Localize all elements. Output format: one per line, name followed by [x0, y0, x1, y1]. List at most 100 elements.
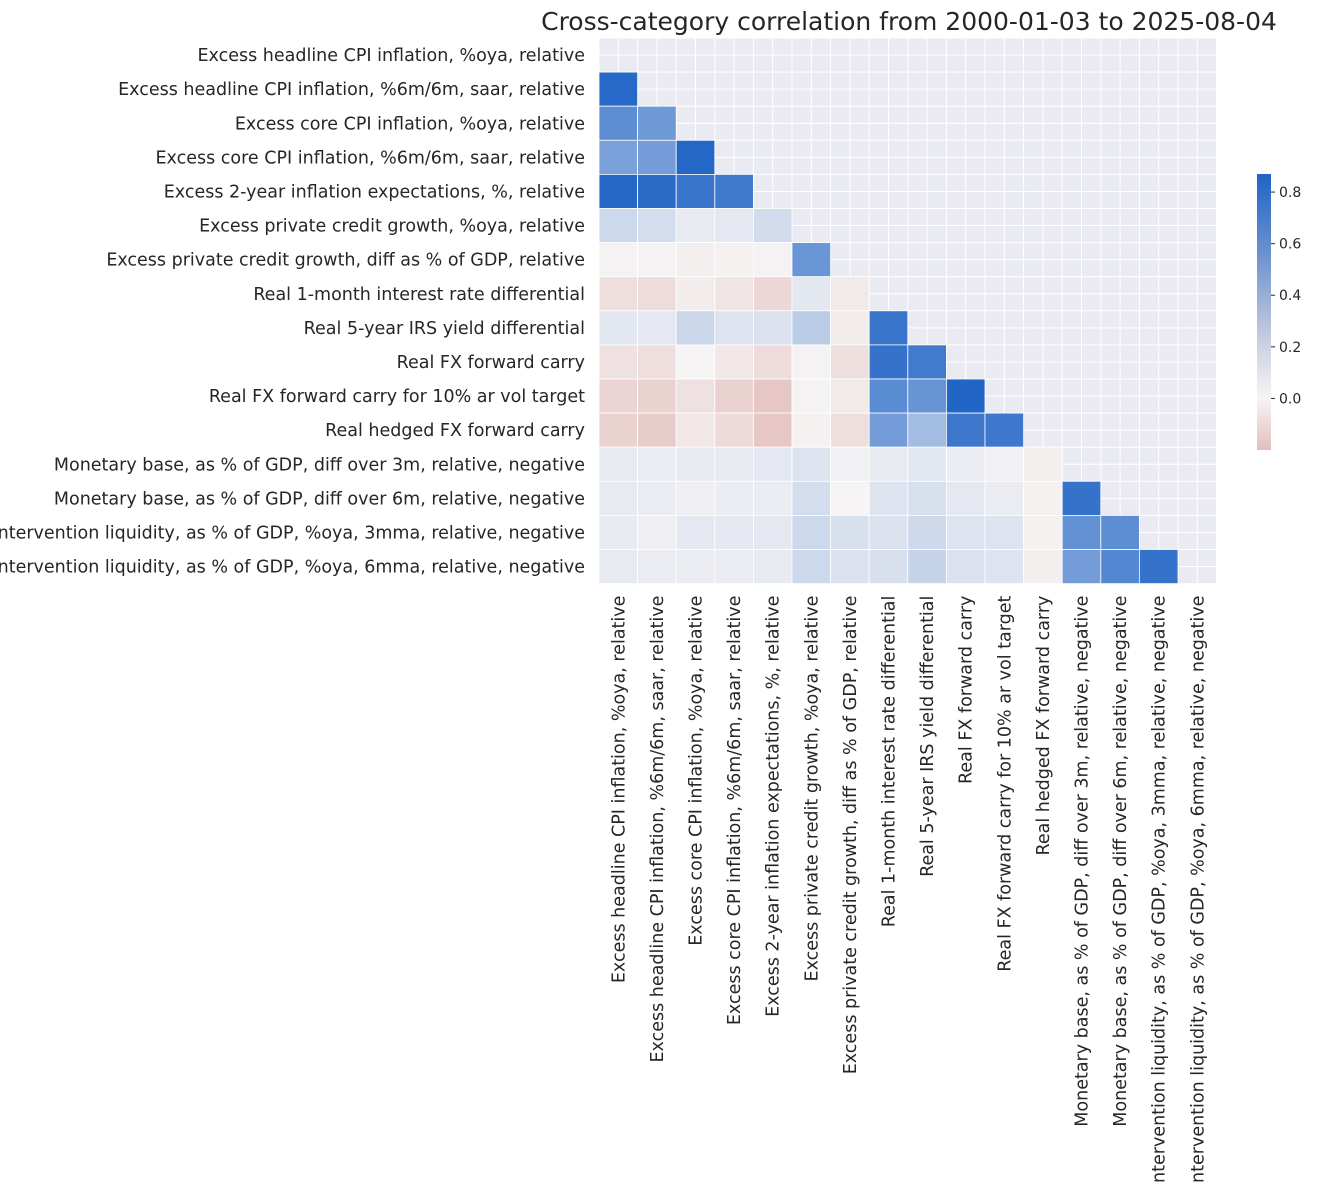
heatmap-cell-r13-c6: [830, 480, 870, 516]
heatmap-cell-r11-c9: [946, 412, 986, 448]
x-tick-label: Excess core CPI inflation, %oya, relativ…: [687, 596, 707, 946]
colorbar: 0.0 0.2 0.4 0.6 0.8: [1257, 174, 1301, 450]
heatmap-cell-r6-c5: [791, 242, 831, 278]
heatmap-plot-area: Excess headline CPI inflation, %oya, rel…: [0, 37, 1218, 1188]
heatmap-cell-r10-c3: [714, 378, 754, 414]
heatmap-cell-r9-c0: [598, 344, 638, 380]
heatmap-cell-r13-c2: [675, 480, 716, 516]
y-tick-label: Real hedged FX forward carry: [325, 421, 585, 441]
heatmap-cell-r9-c3: [714, 344, 754, 380]
x-tick-label: Real 1-month interest rate differential: [880, 596, 900, 928]
heatmap-cell-r12-c10: [984, 446, 1024, 482]
heatmap-cell-r14-c12: [1061, 515, 1102, 550]
heatmap-cell-r14-c9: [946, 515, 986, 550]
heatmap-cell-r12-c4: [753, 446, 793, 482]
y-tick-label: Monetary base, as % of GDP, diff over 3m…: [54, 455, 585, 475]
y-tick-label: Excess headline CPI inflation, %oya, rel…: [197, 46, 585, 66]
heatmap-cell-r15-c6: [830, 549, 870, 584]
heatmap-cell-r8-c0: [598, 310, 638, 346]
heatmap-cell-r3-c2: [675, 139, 716, 175]
heatmap-cell-r15-c3: [714, 549, 754, 584]
heatmap-cell-r6-c1: [637, 242, 677, 278]
heatmap-cell-r8-c1: [637, 310, 677, 346]
colorbar-gradient: [1257, 174, 1271, 450]
heatmap-cell-r12-c0: [598, 446, 638, 482]
y-tick-label: Excess headline CPI inflation, %6m/6m, s…: [118, 80, 585, 100]
heatmap-cell-r11-c7: [868, 412, 909, 448]
heatmap-cell-r13-c5: [791, 480, 831, 516]
heatmap-cell-r15-c10: [984, 549, 1024, 584]
x-tick-label: Excess private credit growth, %oya, rela…: [802, 596, 822, 982]
colorbar-tick-label: 0.2: [1279, 340, 1301, 356]
heatmap-cell-r7-c3: [714, 276, 754, 312]
heatmap-cell-r13-c3: [714, 480, 754, 516]
y-tick-labels: Excess headline CPI inflation, %oya, rel…: [0, 46, 585, 577]
heatmap-cell-r9-c2: [675, 344, 716, 380]
colorbar-tick-label: 0.8: [1279, 185, 1301, 201]
heatmap-cell-r15-c12: [1061, 549, 1102, 584]
heatmap-cell-r10-c7: [868, 378, 909, 414]
x-tick-label: Intervention liquidity, as % of GDP, %oy…: [1188, 596, 1208, 1184]
heatmap-cell-r7-c6: [830, 276, 870, 312]
x-tick-label: Monetary base, as % of GDP, diff over 3m…: [1073, 596, 1093, 1127]
heatmap-cell-r15-c2: [675, 549, 716, 584]
heatmap-cell-r8-c3: [714, 310, 754, 346]
heatmap-cell-r7-c5: [791, 276, 831, 312]
heatmap-cell-r13-c0: [598, 480, 638, 516]
y-tick-label: Excess private credit growth, diff as % …: [106, 251, 585, 271]
heatmap-cell-r14-c4: [753, 515, 793, 550]
heatmap-cell-r9-c7: [868, 344, 909, 380]
heatmap-cell-r15-c8: [907, 549, 947, 584]
heatmap-cell-r10-c8: [907, 378, 947, 414]
heatmap-cell-r12-c6: [830, 446, 870, 482]
heatmap-cell-r14-c7: [868, 515, 909, 550]
heatmap-cell-r14-c5: [791, 515, 831, 550]
x-tick-label: Excess 2-year inflation expectations, %,…: [764, 596, 784, 1017]
heatmap-cell-r14-c2: [675, 515, 716, 550]
heatmap-cell-r11-c6: [830, 412, 870, 448]
heatmap-cell-r13-c10: [984, 480, 1024, 516]
x-tick-label: Real 5-year IRS yield differential: [918, 596, 938, 877]
heatmap-cell-r8-c2: [675, 310, 716, 346]
heatmap-cell-r12-c2: [675, 446, 716, 482]
heatmap-cell-r13-c12: [1061, 480, 1102, 516]
heatmap-cell-r6-c3: [714, 242, 754, 278]
heatmap-cells: [598, 71, 1179, 584]
heatmap-cell-r14-c0: [598, 515, 638, 550]
heatmap-cell-r13-c11: [1023, 480, 1063, 516]
heatmap-cell-r4-c0: [598, 173, 638, 209]
heatmap-cell-r11-c3: [714, 412, 754, 448]
heatmap-cell-r8-c4: [753, 310, 793, 346]
heatmap-cell-r15-c11: [1023, 549, 1063, 584]
heatmap-cell-r7-c4: [753, 276, 793, 312]
heatmap-cell-r12-c7: [868, 446, 909, 482]
heatmap-cell-r5-c4: [753, 208, 793, 243]
heatmap-cell-r13-c8: [907, 480, 947, 516]
heatmap-cell-r2-c0: [598, 105, 638, 141]
chart-title: Cross-category correlation from 2000-01-…: [541, 7, 1277, 36]
heatmap-cell-r13-c7: [868, 480, 909, 516]
heatmap-cell-r14-c11: [1023, 515, 1063, 550]
x-tick-labels: Excess headline CPI inflation, %oya, rel…: [609, 595, 1208, 1188]
heatmap-cell-r9-c4: [753, 344, 793, 380]
x-tick-label: Excess headline CPI inflation, %6m/6m, s…: [648, 596, 668, 1063]
heatmap-cell-r5-c2: [675, 208, 716, 243]
y-tick-label: Real FX forward carry for 10% ar vol tar…: [209, 387, 585, 407]
y-tick-label: Real 1-month interest rate differential: [253, 285, 585, 305]
heatmap-cell-r10-c4: [753, 378, 793, 414]
heatmap-cell-r12-c11: [1023, 446, 1063, 482]
heatmap-cell-r10-c5: [791, 378, 831, 414]
heatmap-cell-r5-c0: [598, 208, 638, 243]
heatmap-cell-r4-c1: [637, 173, 677, 209]
heatmap-cell-r12-c9: [946, 446, 986, 482]
heatmap-cell-r4-c3: [714, 173, 754, 209]
heatmap-cell-r15-c7: [868, 549, 909, 584]
heatmap-cell-r7-c2: [675, 276, 716, 312]
x-tick-label: Real hedged FX forward carry: [1034, 596, 1054, 856]
heatmap-cell-r7-c0: [598, 276, 638, 312]
heatmap-cell-r11-c10: [984, 412, 1024, 448]
heatmap-cell-r7-c1: [637, 276, 677, 312]
heatmap-cell-r10-c9: [946, 378, 986, 414]
y-tick-label: Excess core CPI inflation, %6m/6m, saar,…: [155, 148, 585, 168]
